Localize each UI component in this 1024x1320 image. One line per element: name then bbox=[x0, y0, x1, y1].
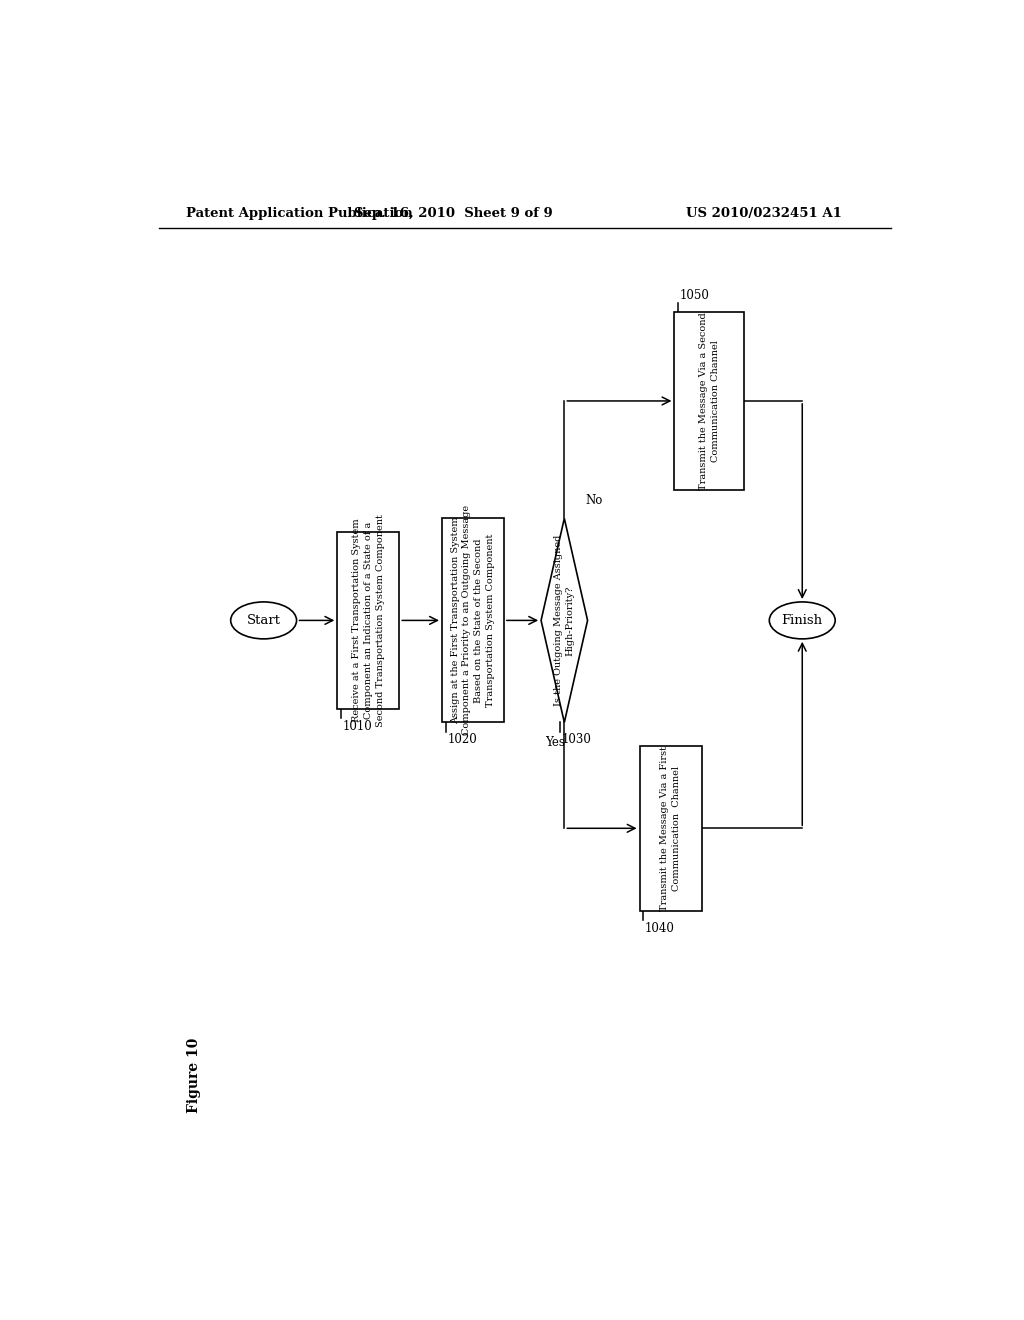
Ellipse shape bbox=[769, 602, 836, 639]
Text: Patent Application Publication: Patent Application Publication bbox=[186, 207, 413, 220]
Text: 1010: 1010 bbox=[343, 719, 373, 733]
Text: Yes: Yes bbox=[545, 737, 565, 750]
Text: 1020: 1020 bbox=[447, 733, 477, 746]
Ellipse shape bbox=[230, 602, 297, 639]
Polygon shape bbox=[541, 519, 588, 722]
Bar bbox=[640, 746, 701, 911]
Text: Transmit the Message Via a Second
Communication Channel: Transmit the Message Via a Second Commun… bbox=[698, 312, 720, 490]
Text: Transmit the Message Via a First
Communication  Channel: Transmit the Message Via a First Communi… bbox=[660, 746, 681, 911]
Text: US 2010/0232451 A1: US 2010/0232451 A1 bbox=[686, 207, 842, 220]
Bar bbox=[337, 532, 399, 709]
Text: No: No bbox=[585, 494, 602, 507]
Text: Is the Outgoing Message Assigned
High-Priority?: Is the Outgoing Message Assigned High-Pr… bbox=[554, 535, 574, 706]
Text: Receive at a First Transportation System
Component an Indication of a State of a: Receive at a First Transportation System… bbox=[352, 513, 385, 727]
Text: 1030: 1030 bbox=[562, 733, 592, 746]
Text: Assign at the First Transportation System
Component a Priority to an Outgoing Me: Assign at the First Transportation Syste… bbox=[451, 506, 495, 735]
Text: Finish: Finish bbox=[781, 614, 823, 627]
Text: Start: Start bbox=[247, 614, 281, 627]
Bar bbox=[442, 519, 504, 722]
Text: 1050: 1050 bbox=[680, 289, 710, 302]
Text: Sep. 16, 2010  Sheet 9 of 9: Sep. 16, 2010 Sheet 9 of 9 bbox=[354, 207, 553, 220]
Text: Figure 10: Figure 10 bbox=[186, 1038, 201, 1113]
Bar bbox=[675, 313, 744, 490]
Text: 1040: 1040 bbox=[645, 921, 675, 935]
